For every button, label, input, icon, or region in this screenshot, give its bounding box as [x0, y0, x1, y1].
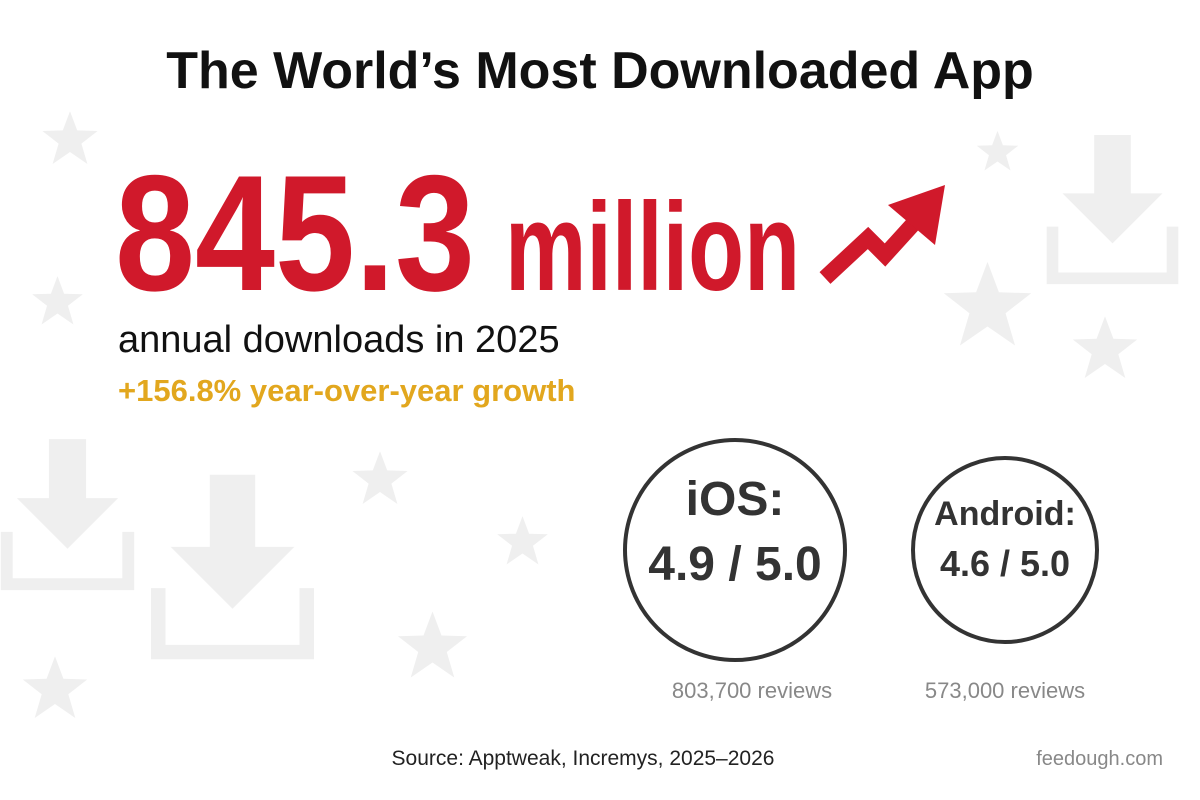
- reviews: 573,000 reviews: [925, 678, 1085, 703]
- growth: +156.8% year-over-year growth: [118, 373, 575, 408]
- score: 4.6 / 5.0: [940, 543, 1070, 584]
- arrow-head: [888, 185, 945, 245]
- rating-circle: [623, 438, 847, 662]
- rating-circle: [911, 456, 1099, 644]
- score: 4.9 / 5.0: [648, 538, 821, 591]
- android-rating: Android: 4.6 / 5.0 573,000 reviews: [911, 456, 1099, 703]
- reviews: 803,700 reviews: [672, 678, 832, 703]
- platform: Android:: [934, 495, 1076, 533]
- ios-rating: iOS: 4.9 / 5.0 803,700 reviews: [623, 438, 847, 703]
- trend-arrow: [819, 185, 945, 284]
- brand: feedough.com: [1036, 748, 1163, 770]
- caption: annual downloads in 2025: [118, 319, 560, 361]
- platform: iOS:: [686, 473, 785, 526]
- source: Source: Apptweak, Incremys, 2025–2026: [392, 747, 775, 770]
- arrow-line: [819, 216, 921, 284]
- headline-unit: million: [505, 178, 800, 317]
- headline-number: 845.3: [115, 141, 475, 325]
- title: The World’s Most Downloaded App: [166, 42, 1034, 100]
